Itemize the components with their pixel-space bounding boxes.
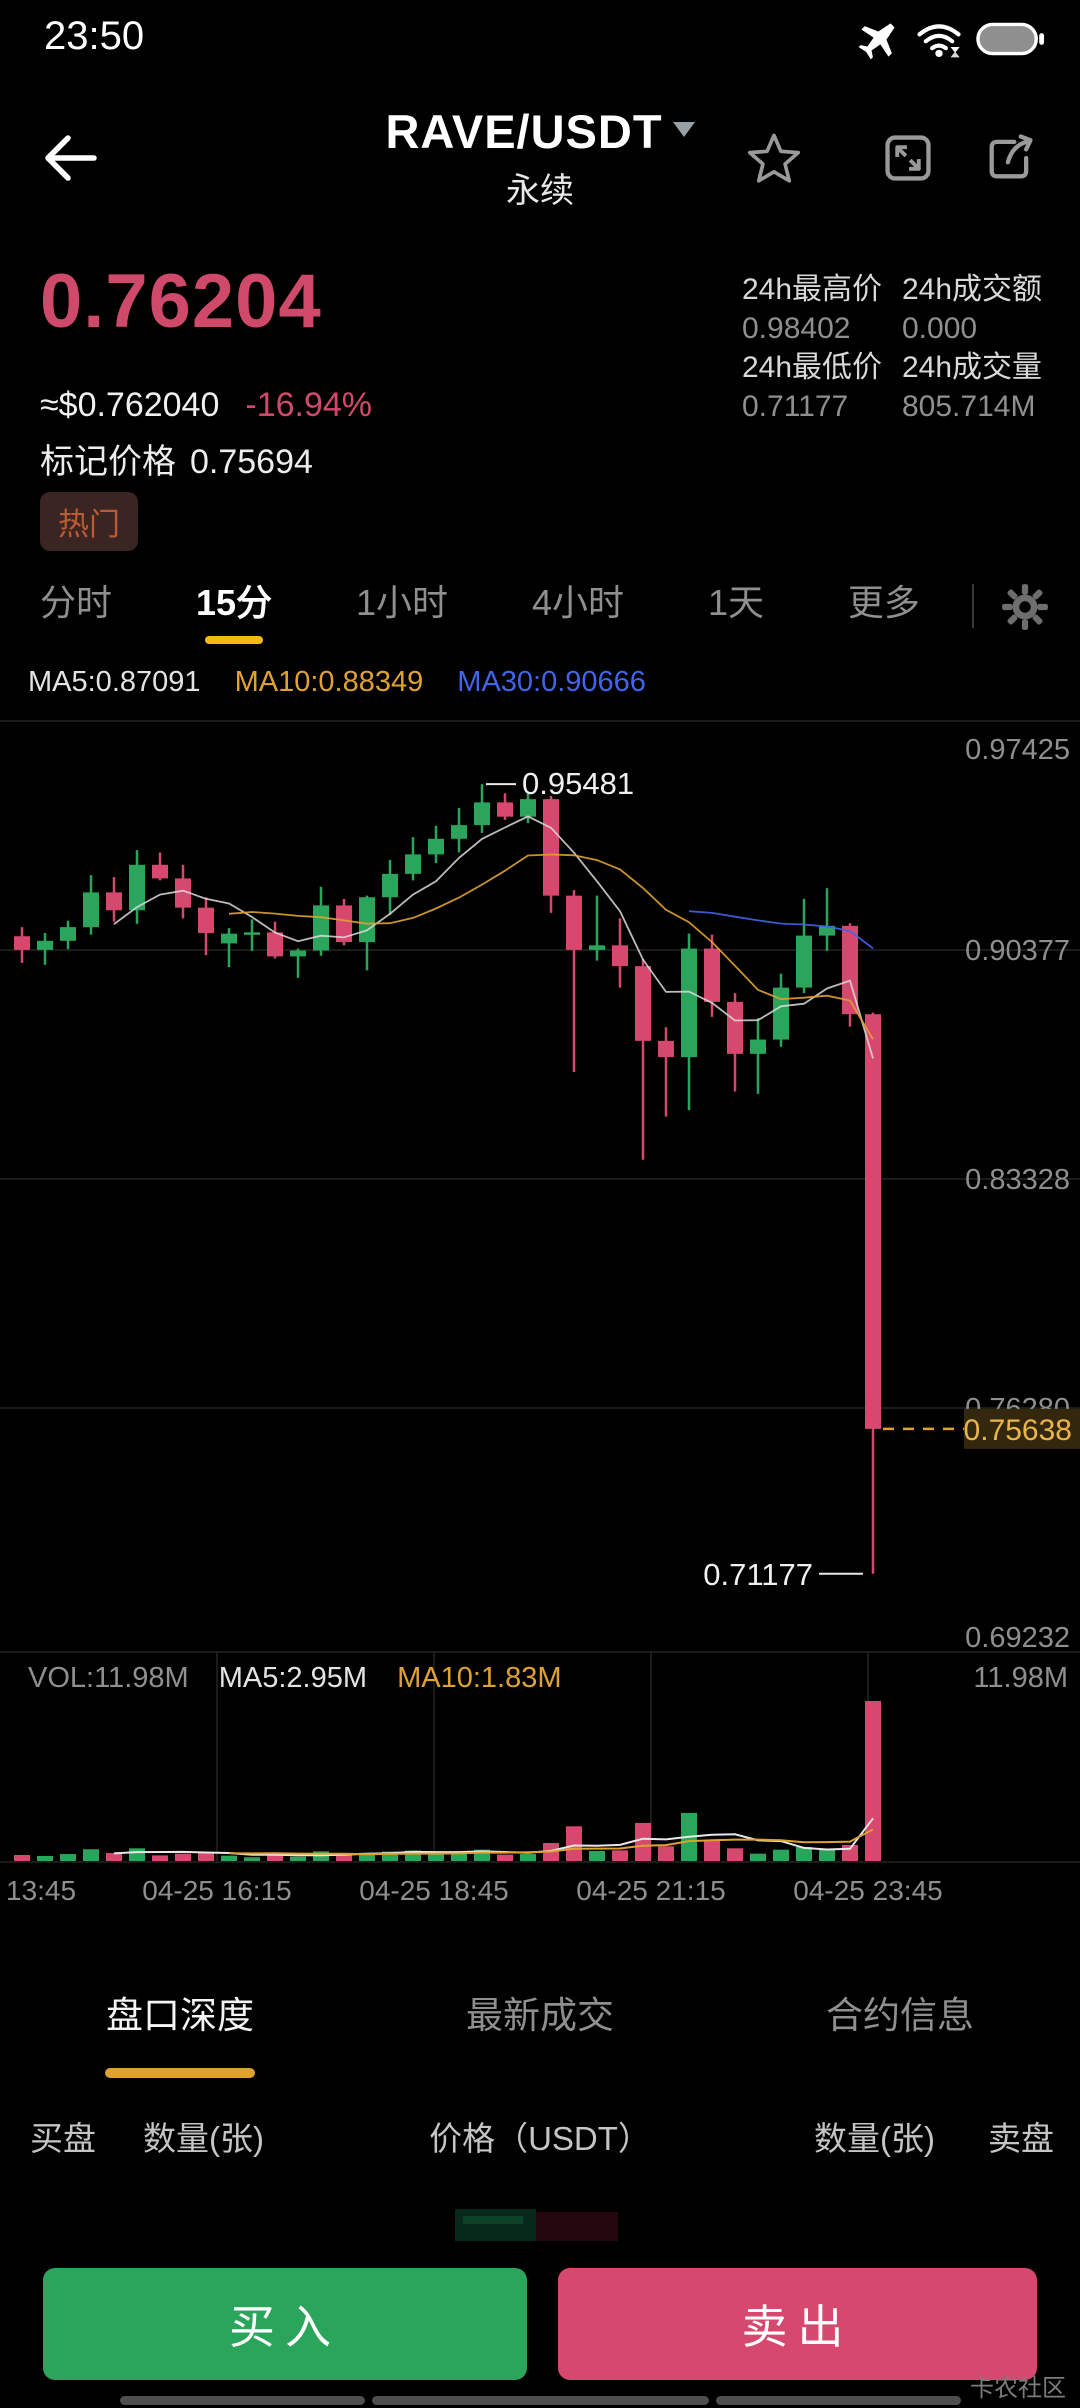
vol-ma5-value: MA5:2.95M — [218, 1662, 368, 1694]
timeframe-tabs: 分时 15分 1小时 4小时 1天 更多 — [40, 578, 920, 628]
buy-button[interactable]: 买入 — [43, 2268, 527, 2380]
vol-value: VOL:11.98M — [28, 1662, 189, 1694]
mark-price-label: 标记价格 — [40, 443, 176, 481]
volume-label: 24h成交量 — [902, 351, 1043, 384]
kline-chart[interactable]: 0.974250.903770.833280.762800.692320.954… — [0, 706, 1080, 1902]
pair-title: RAVE/USDT — [385, 105, 663, 158]
depth-preview-bid-line — [463, 2216, 523, 2224]
svg-text:0.71177: 0.71177 — [703, 1557, 813, 1592]
depth-preview-ask — [536, 2212, 618, 2241]
hot-tag: 热门 — [40, 492, 138, 551]
ask-side-label: 卖盘 — [988, 2120, 1054, 2157]
depth-preview-bid — [455, 2209, 536, 2241]
share-icon[interactable] — [982, 130, 1038, 186]
svg-text:04-25 16:15: 04-25 16:15 — [142, 1875, 291, 1902]
tab-1hour[interactable]: 1小时 — [355, 582, 448, 623]
fullscreen-icon[interactable] — [880, 130, 936, 186]
svg-text:0.83328: 0.83328 — [965, 1164, 1070, 1196]
mark-price-value: 0.75694 — [190, 443, 313, 481]
ma10-value: MA10:0.88349 — [234, 666, 424, 698]
watermark: 卡农社区 — [970, 2375, 1066, 2402]
tab-more[interactable]: 更多 — [847, 582, 920, 623]
svg-text:0.90377: 0.90377 — [965, 935, 1070, 967]
volume-values-row: VOL:11.98M MA5:2.95M MA10:1.83M — [28, 1662, 562, 1695]
airplane-mode-icon — [858, 23, 895, 60]
tab-15min[interactable]: 15分 — [196, 578, 272, 628]
bid-side-label: 买盘 — [30, 2120, 96, 2157]
svg-text:0.97425: 0.97425 — [965, 734, 1070, 766]
high-label: 24h最高价 — [742, 273, 883, 306]
bottom-tabs: 盘口深度 最新成交 合约信息 — [0, 1990, 1080, 2042]
wifi-icon — [917, 24, 961, 58]
svg-text:0.95481: 0.95481 — [522, 766, 634, 801]
last-price: 0.76204 — [40, 259, 322, 344]
change-percent: -16.94% — [245, 386, 373, 424]
tab-4hour[interactable]: 4小时 — [531, 582, 624, 623]
bid-qty-label: 数量(张) — [143, 2120, 264, 2157]
volume-max-label: 11.98M — [973, 1662, 1068, 1694]
svg-text:13:45: 13:45 — [6, 1875, 76, 1902]
price-column-label: 价格（USDT） — [429, 2120, 651, 2157]
pair-selector[interactable]: RAVE/USDT 永续 — [0, 104, 1080, 212]
svg-text:0.75638: 0.75638 — [964, 1414, 1072, 1447]
status-time: 23:50 — [44, 14, 145, 58]
tab-1day[interactable]: 1天 — [707, 582, 764, 623]
sell-button[interactable]: 卖出 — [558, 2268, 1037, 2380]
svg-text:04-25 23:45: 04-25 23:45 — [793, 1875, 942, 1902]
svg-text:0.69232: 0.69232 — [965, 1622, 1070, 1654]
ma-values-row: MA5:0.87091 MA10:0.88349 MA30:0.90666 — [28, 666, 646, 699]
usd-price: ≈$0.762040 — [40, 386, 220, 424]
vol-ma10-value: MA10:1.83M — [397, 1662, 562, 1694]
gear-icon[interactable] — [1000, 582, 1050, 632]
turnover-value: 0.000 — [902, 312, 978, 345]
tab-contract-info[interactable]: 合约信息 — [826, 1995, 974, 2036]
svg-text:04-25 18:45: 04-25 18:45 — [359, 1875, 508, 1902]
back-button[interactable] — [36, 122, 108, 194]
ma30-value: MA30:0.90666 — [457, 666, 646, 698]
volume-value: 805.714M — [902, 390, 1036, 423]
low-label: 24h最低价 — [742, 351, 883, 384]
tab-latest-trades[interactable]: 最新成交 — [466, 1995, 614, 2036]
favorite-star-icon[interactable] — [746, 130, 802, 186]
high-value: 0.98402 — [742, 312, 851, 345]
tab-timeline[interactable]: 分时 — [40, 582, 113, 623]
ask-qty-label: 数量(张) — [814, 2120, 935, 2157]
contract-type-label: 永续 — [506, 172, 574, 210]
ma5-value: MA5:0.87091 — [28, 666, 201, 698]
turnover-label: 24h成交额 — [902, 273, 1043, 306]
divider — [972, 584, 974, 628]
status-icons — [856, 16, 1046, 62]
battery-icon — [976, 22, 1045, 56]
tab-orderbook-depth[interactable]: 盘口深度 — [0, 1990, 360, 2042]
stats-24h: 24h最高价 24h成交额 0.98402 0.000 24h最低价 24h成交… — [742, 270, 1042, 426]
svg-text:04-25 21:15: 04-25 21:15 — [576, 1875, 725, 1902]
low-value: 0.71177 — [742, 390, 849, 423]
chevron-down-icon — [672, 122, 695, 137]
